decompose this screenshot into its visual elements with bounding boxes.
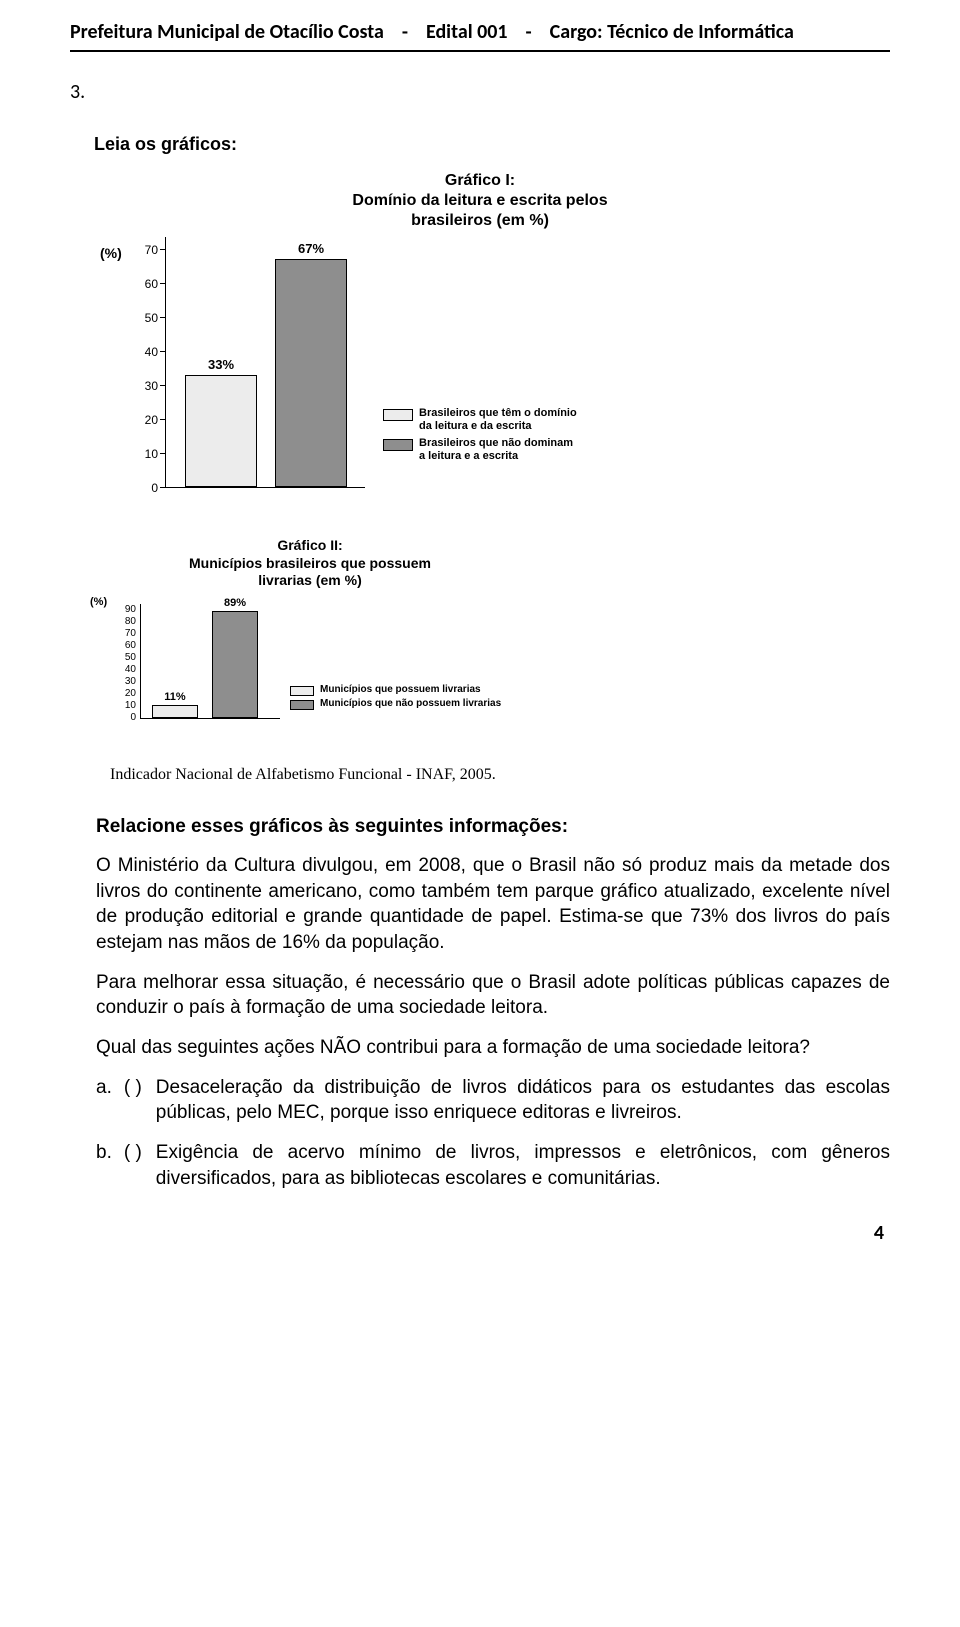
chart2-tick: 70 <box>114 628 136 639</box>
option-b-text: Exigência de acervo mínimo de livros, im… <box>156 1140 890 1191</box>
chart2-tick: 40 <box>114 664 136 675</box>
chart1-x-axis <box>165 487 365 488</box>
option-a-letter: a. <box>96 1075 112 1126</box>
header-rule <box>70 50 890 52</box>
legend-swatch-icon <box>290 686 314 696</box>
chart2-bar-2-label: 89% <box>212 597 258 609</box>
chart2-tick: 10 <box>114 700 136 711</box>
chart1-tick: 20 <box>130 413 158 427</box>
page-number: 4 <box>70 1221 890 1245</box>
header-edital: Edital 001 <box>426 20 508 44</box>
header-org: Prefeitura Municipal de Otacílio Costa <box>70 20 384 44</box>
chart1-block: Gráfico I: Domínio da leitura e escrita … <box>70 171 890 497</box>
option-b-letter: b. <box>96 1140 112 1191</box>
chart1-y-axis <box>165 237 166 487</box>
chart1-legend-1: Brasileiros que têm o domínioda leitura … <box>383 407 619 433</box>
header-cargo: Cargo: Técnico de Informática <box>550 20 794 44</box>
question-body: Relacione esses gráficos às seguintes in… <box>70 814 890 1192</box>
chart2-legend-1-text: Municípios que possuem livrarias <box>320 684 481 696</box>
question-number: 3. <box>70 80 890 104</box>
chart1-tick: 60 <box>130 277 158 291</box>
legend-swatch-icon <box>383 439 413 451</box>
chart1-tick: 50 <box>130 311 158 325</box>
chart2-tick: 50 <box>114 652 136 663</box>
chart1-bar-1 <box>185 375 257 487</box>
chart2-bar-1 <box>152 705 198 718</box>
chart2-block: Gráfico II: Municípios brasileiros que p… <box>70 537 890 736</box>
chart1-legend-2: Brasileiros que não dominama leitura e a… <box>383 437 619 463</box>
paragraph-2: Para melhorar essa situação, é necessári… <box>96 970 890 1021</box>
chart1-tick: 30 <box>130 379 158 393</box>
chart2-tick: 90 <box>114 604 136 615</box>
option-b-paren: ( ) <box>124 1140 142 1191</box>
section-heading: Leia os gráficos: <box>94 134 890 155</box>
chart2-title: Gráfico II: Municípios brasileiros que p… <box>130 537 490 590</box>
chart1-bar-1-label: 33% <box>185 357 257 372</box>
options-list: a. ( ) Desaceleração da distribuição de … <box>96 1075 890 1192</box>
paragraph-1: O Ministério da Cultura divulgou, em 200… <box>96 853 890 956</box>
chart2-plot: (%) 90 80 70 60 50 40 30 20 10 0 11% 89%… <box>90 596 550 736</box>
header-sep: - <box>526 20 532 44</box>
chart2-tick: 80 <box>114 616 136 627</box>
chart2-legend-2-text: Municípios que não possuem livrarias <box>320 698 501 710</box>
chart2-legend-1: Municípios que possuem livrarias <box>290 684 481 696</box>
header-sep: - <box>402 20 408 44</box>
chart2-y-axis <box>140 604 141 718</box>
chart1-tick: 10 <box>130 447 158 461</box>
chart1-legend-2-text: Brasileiros que não dominama leitura e a… <box>419 437 619 463</box>
chart2-y-unit: (%) <box>90 596 107 608</box>
chart2-tick: 20 <box>114 688 136 699</box>
chart1-bar-2 <box>275 259 347 487</box>
chart2-tick: 0 <box>114 712 136 723</box>
legend-swatch-icon <box>383 409 413 421</box>
chart2-x-axis <box>140 718 280 719</box>
chart1-title: Gráfico I: Domínio da leitura e escrita … <box>270 171 690 231</box>
chart2-bar-2 <box>212 611 258 718</box>
chart1-legend-1-text: Brasileiros que têm o domínioda leitura … <box>419 407 619 433</box>
option-a: a. ( ) Desaceleração da distribuição de … <box>96 1075 890 1126</box>
chart2-tick: 60 <box>114 640 136 651</box>
legend-swatch-icon <box>290 700 314 710</box>
source-note: Indicador Nacional de Alfabetismo Funcio… <box>110 766 890 784</box>
chart2-bar-1-label: 11% <box>152 691 198 703</box>
option-b: b. ( ) Exigência de acervo mínimo de liv… <box>96 1140 890 1191</box>
chart2-tick: 30 <box>114 676 136 687</box>
paragraph-3: Qual das seguintes ações NÃO contribui p… <box>96 1035 890 1061</box>
chart2-legend-2: Municípios que não possuem livrarias <box>290 698 501 710</box>
chart1-tick: 40 <box>130 345 158 359</box>
option-a-text: Desaceleração da distribuição de livros … <box>156 1075 890 1126</box>
chart1-bar-2-label: 67% <box>275 241 347 256</box>
page-header: Prefeitura Municipal de Otacílio Costa -… <box>70 20 890 44</box>
chart1-tick: 70 <box>130 243 158 257</box>
option-a-paren: ( ) <box>124 1075 142 1126</box>
prompt-heading: Relacione esses gráficos às seguintes in… <box>96 814 890 840</box>
chart1-plot: (%) 70 60 50 40 30 20 10 0 33% 67% Brasi… <box>100 237 620 497</box>
chart1-tick: 0 <box>130 481 158 495</box>
chart1-y-unit: (%) <box>100 245 122 261</box>
